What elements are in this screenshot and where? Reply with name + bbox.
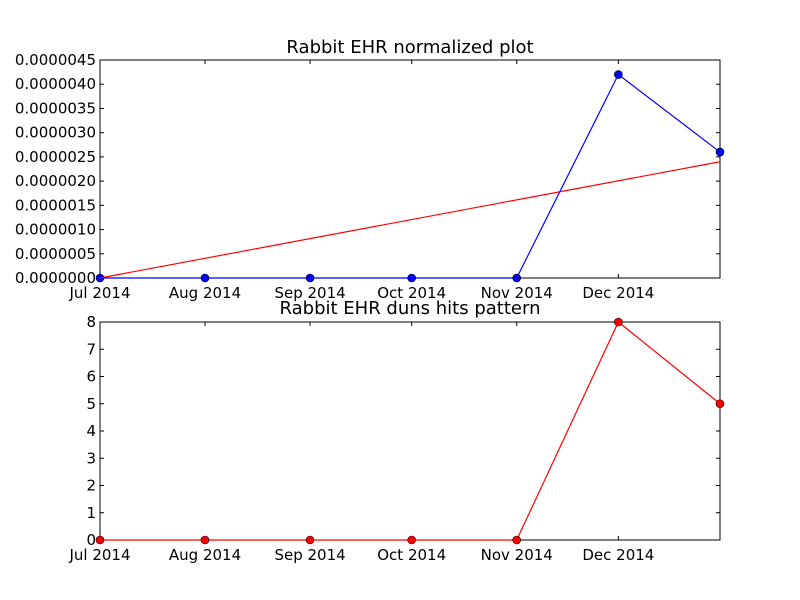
normalized-ytick-label: 0.0000015 — [15, 196, 96, 214]
normalized-ytick-label: 0.0000045 — [15, 51, 96, 69]
normalized-ytick-label: 0.0000040 — [15, 75, 96, 93]
duns-hits-ytick-label: 3 — [86, 449, 96, 467]
duns-hits-xtick-label: Aug 2014 — [169, 546, 241, 564]
duns-hits-data-point — [96, 536, 104, 544]
duns-hits-xtick-label: Jul 2014 — [68, 546, 130, 564]
duns-hits-ytick-label: 7 — [86, 340, 96, 358]
chart-duns-hits-title: Rabbit EHR duns hits pattern — [280, 298, 541, 319]
normalized-ytick-label: 0.0000030 — [15, 124, 96, 142]
duns-hits-ytick-label: 2 — [86, 477, 96, 495]
normalized-data-point — [408, 274, 416, 282]
duns-hits-ytick-label: 1 — [86, 504, 96, 522]
duns-hits-ytick-label: 8 — [86, 313, 96, 331]
duns-hits-ytick-label: 4 — [86, 422, 96, 440]
duns-hits-data-point — [716, 400, 724, 408]
normalized-xtick-label: Aug 2014 — [169, 284, 241, 302]
normalized-data-point — [716, 148, 724, 156]
normalized-data-point — [201, 274, 209, 282]
normalized-ytick-label: 0.0000005 — [15, 245, 96, 263]
normalized-ytick-label: 0.0000035 — [15, 99, 96, 117]
duns-hits-ytick-label: 5 — [86, 395, 96, 413]
duns-hits-data-point — [513, 536, 521, 544]
normalized-data-point — [614, 71, 622, 79]
normalized-ytick-label: 0.0000010 — [15, 221, 96, 239]
duns-hits-xtick-label: Dec 2014 — [582, 546, 654, 564]
duns-hits-data-point — [306, 536, 314, 544]
normalized-xtick-label: Dec 2014 — [582, 284, 654, 302]
chart-normalized-title: Rabbit EHR normalized plot — [286, 37, 533, 58]
normalized-ytick-label: 0.0000025 — [15, 148, 96, 166]
duns-hits-data-point — [614, 318, 622, 326]
duns-hits-data-point — [201, 536, 209, 544]
normalized-ytick-label: 0.0000020 — [15, 172, 96, 190]
duns-hits-xtick-label: Sep 2014 — [274, 546, 345, 564]
duns-hits-data-point — [408, 536, 416, 544]
duns-hits-ytick-label: 6 — [86, 368, 96, 386]
normalized-xtick-label: Jul 2014 — [68, 284, 130, 302]
duns-hits-xtick-label: Nov 2014 — [481, 546, 553, 564]
normalized-data-point — [513, 274, 521, 282]
normalized-data-point — [306, 274, 314, 282]
duns-hits-xtick-label: Oct 2014 — [377, 546, 446, 564]
